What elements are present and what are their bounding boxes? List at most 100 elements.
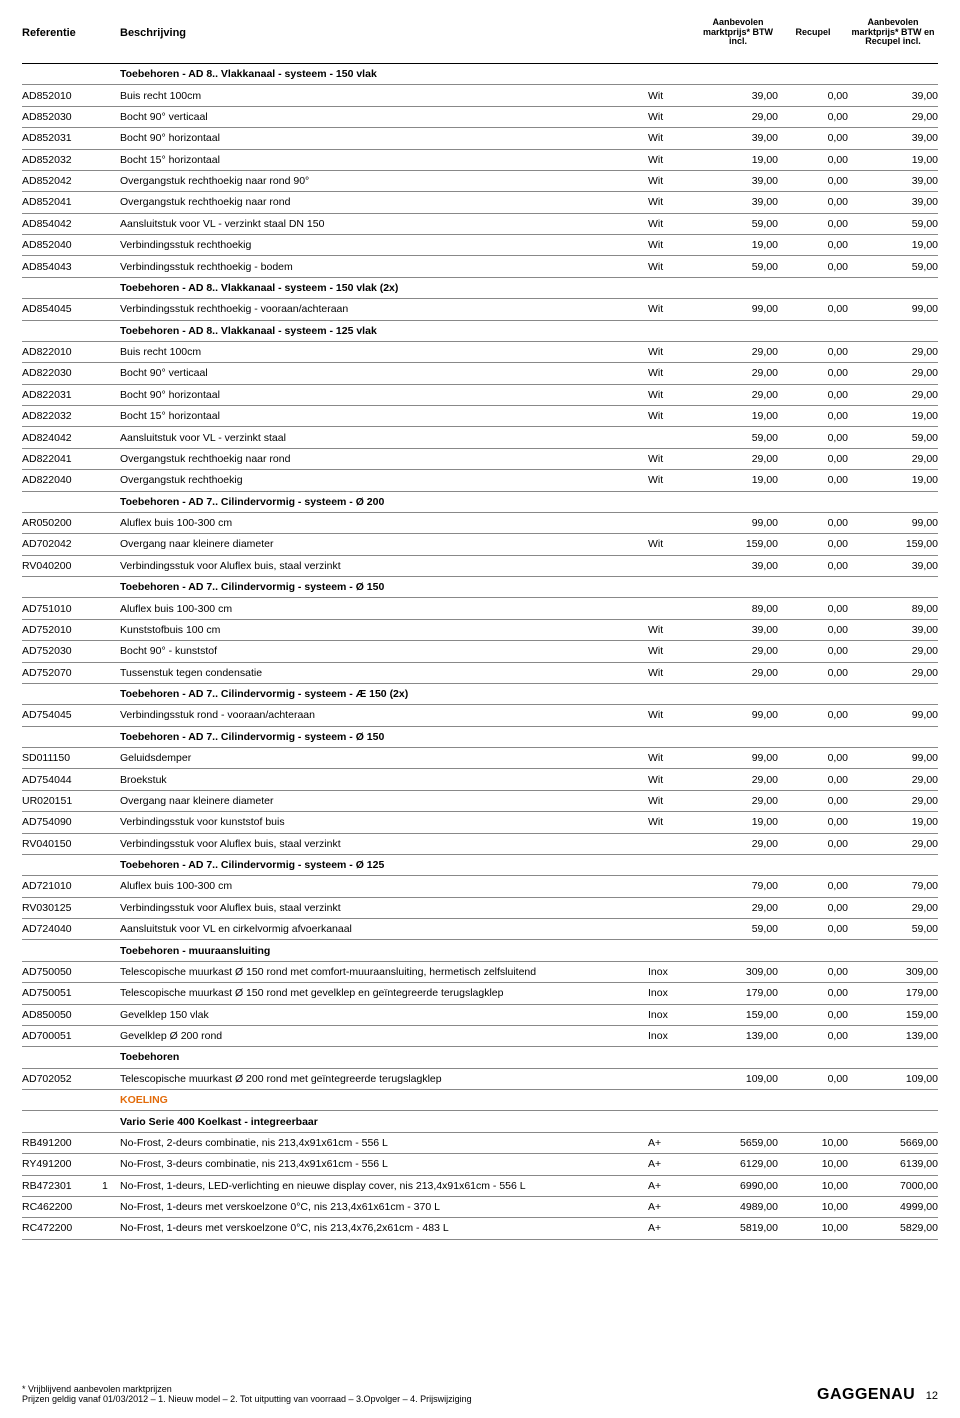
cell-price1: 29,00 xyxy=(698,769,778,790)
cell-price1: 79,00 xyxy=(698,876,778,897)
cell-price3: 4999,00 xyxy=(848,1196,938,1217)
table-row: AD824042Aansluitstuk voor VL - verzinkt … xyxy=(22,427,938,448)
cell-desc: Bocht 90° verticaal xyxy=(120,363,648,384)
cell-mat xyxy=(648,320,698,341)
cell-flag xyxy=(102,299,120,320)
cell-price3 xyxy=(848,854,938,875)
table-row: AD822041Overgangstuk rechthoekig naar ro… xyxy=(22,448,938,469)
table-row: AD854043Verbindingsstuk rechthoekig - bo… xyxy=(22,256,938,277)
cell-flag xyxy=(102,277,120,298)
cell-price2: 0,00 xyxy=(778,235,848,256)
cell-price1: 99,00 xyxy=(698,705,778,726)
cell-ref: AD822040 xyxy=(22,470,102,491)
cell-ref xyxy=(22,1090,102,1111)
cell-ref: RB472301 xyxy=(22,1175,102,1196)
cell-desc: Toebehoren - AD 7.. Cilindervormig - sys… xyxy=(120,854,648,875)
cell-price3: 19,00 xyxy=(848,149,938,170)
cell-flag xyxy=(102,897,120,918)
cell-price2: 0,00 xyxy=(778,876,848,897)
cell-price2 xyxy=(778,854,848,875)
cell-flag xyxy=(102,512,120,533)
cell-price2: 10,00 xyxy=(778,1154,848,1175)
cell-ref: AD852030 xyxy=(22,106,102,127)
cell-flag xyxy=(102,341,120,362)
cell-ref: RY491200 xyxy=(22,1154,102,1175)
cell-mat: Wit xyxy=(648,85,698,106)
table-row: UR020151Overgang naar kleinere diameterW… xyxy=(22,790,938,811)
cell-mat: Wit xyxy=(648,363,698,384)
cell-price3: 29,00 xyxy=(848,384,938,405)
cell-flag xyxy=(102,812,120,833)
footer-notes: * Vrijblijvend aanbevolen marktprijzen P… xyxy=(22,1384,472,1404)
cell-desc: Toebehoren - AD 7.. Cilindervormig - sys… xyxy=(120,683,648,704)
cell-mat xyxy=(648,555,698,576)
cell-ref: AD854045 xyxy=(22,299,102,320)
cell-price2 xyxy=(778,940,848,961)
cell-price3: 29,00 xyxy=(848,769,938,790)
cell-desc: KOELING xyxy=(120,1090,648,1111)
cell-flag xyxy=(102,85,120,106)
cell-desc: Overgangstuk rechthoekig naar rond 90° xyxy=(120,170,648,191)
cell-ref: AD854043 xyxy=(22,256,102,277)
cell-flag xyxy=(102,1090,120,1111)
cell-price2: 0,00 xyxy=(778,748,848,769)
cell-ref: AD852032 xyxy=(22,149,102,170)
cell-ref: AD752030 xyxy=(22,641,102,662)
cell-desc: Verbindingsstuk rechthoekig xyxy=(120,235,648,256)
cell-mat xyxy=(648,598,698,619)
table-row: Toebehoren - AD 8.. Vlakkanaal - systeem… xyxy=(22,277,938,298)
cell-price3: 109,00 xyxy=(848,1068,938,1089)
table-row: AD752010Kunststofbuis 100 cmWit39,000,00… xyxy=(22,619,938,640)
cell-ref: AD702052 xyxy=(22,1068,102,1089)
cell-desc: Aluflex buis 100-300 cm xyxy=(120,598,648,619)
cell-price2: 10,00 xyxy=(778,1196,848,1217)
cell-price1: 29,00 xyxy=(698,641,778,662)
cell-price2: 0,00 xyxy=(778,106,848,127)
cell-desc: Verbindingsstuk rechthoekig - vooraan/ac… xyxy=(120,299,648,320)
cell-price1: 19,00 xyxy=(698,812,778,833)
cell-price2: 0,00 xyxy=(778,1068,848,1089)
table-row: SD011150GeluidsdemperWit99,000,0099,00 xyxy=(22,748,938,769)
table-row: Toebehoren - AD 7.. Cilindervormig - sys… xyxy=(22,726,938,747)
table-row: AD752030Bocht 90° - kunststofWit29,000,0… xyxy=(22,641,938,662)
cell-desc: Verbindingsstuk rond - vooraan/achteraan xyxy=(120,705,648,726)
cell-ref: AD754090 xyxy=(22,812,102,833)
table-row: AD702052Telescopische muurkast Ø 200 ron… xyxy=(22,1068,938,1089)
cell-desc: Telescopische muurkast Ø 150 rond met co… xyxy=(120,961,648,982)
table-row: AD852041Overgangstuk rechthoekig naar ro… xyxy=(22,192,938,213)
cell-price1: 19,00 xyxy=(698,235,778,256)
cell-mat xyxy=(648,833,698,854)
cell-desc: Aansluitstuk voor VL - verzinkt staal xyxy=(120,427,648,448)
cell-mat xyxy=(648,64,698,85)
cell-desc: No-Frost, 3-deurs combinatie, nis 213,4x… xyxy=(120,1154,648,1175)
cell-price2: 0,00 xyxy=(778,299,848,320)
table-row: AD852032Bocht 15° horizontaalWit19,000,0… xyxy=(22,149,938,170)
cell-ref: AD852010 xyxy=(22,85,102,106)
cell-price3: 29,00 xyxy=(848,833,938,854)
cell-price1: 29,00 xyxy=(698,897,778,918)
brand-logo: GAGGENAU xyxy=(817,1386,915,1403)
cell-price3: 309,00 xyxy=(848,961,938,982)
cell-desc: Overgangstuk rechthoekig naar rond xyxy=(120,448,648,469)
cell-price3: 29,00 xyxy=(848,448,938,469)
cell-mat xyxy=(648,427,698,448)
cell-mat xyxy=(648,577,698,598)
cell-price3: 29,00 xyxy=(848,341,938,362)
cell-flag xyxy=(102,1111,120,1132)
table-row: AD754045Verbindingsstuk rond - vooraan/a… xyxy=(22,705,938,726)
cell-desc: Bocht 90° horizontaal xyxy=(120,384,648,405)
table-row: AD852042Overgangstuk rechthoekig naar ro… xyxy=(22,170,938,191)
cell-price3: 39,00 xyxy=(848,85,938,106)
cell-price2 xyxy=(778,1047,848,1068)
cell-mat: Wit xyxy=(648,213,698,234)
cell-price1: 29,00 xyxy=(698,341,778,362)
cell-price2: 0,00 xyxy=(778,534,848,555)
cell-ref xyxy=(22,1111,102,1132)
cell-price1: 109,00 xyxy=(698,1068,778,1089)
th-p1: Aanbevolen marktprijs* BTW incl. xyxy=(698,18,778,48)
cell-price1: 99,00 xyxy=(698,748,778,769)
cell-flag xyxy=(102,662,120,683)
price-table: Toebehoren - AD 8.. Vlakkanaal - systeem… xyxy=(22,64,938,1240)
table-row: KOELING xyxy=(22,1090,938,1111)
table-row: Toebehoren - muuraansluiting xyxy=(22,940,938,961)
